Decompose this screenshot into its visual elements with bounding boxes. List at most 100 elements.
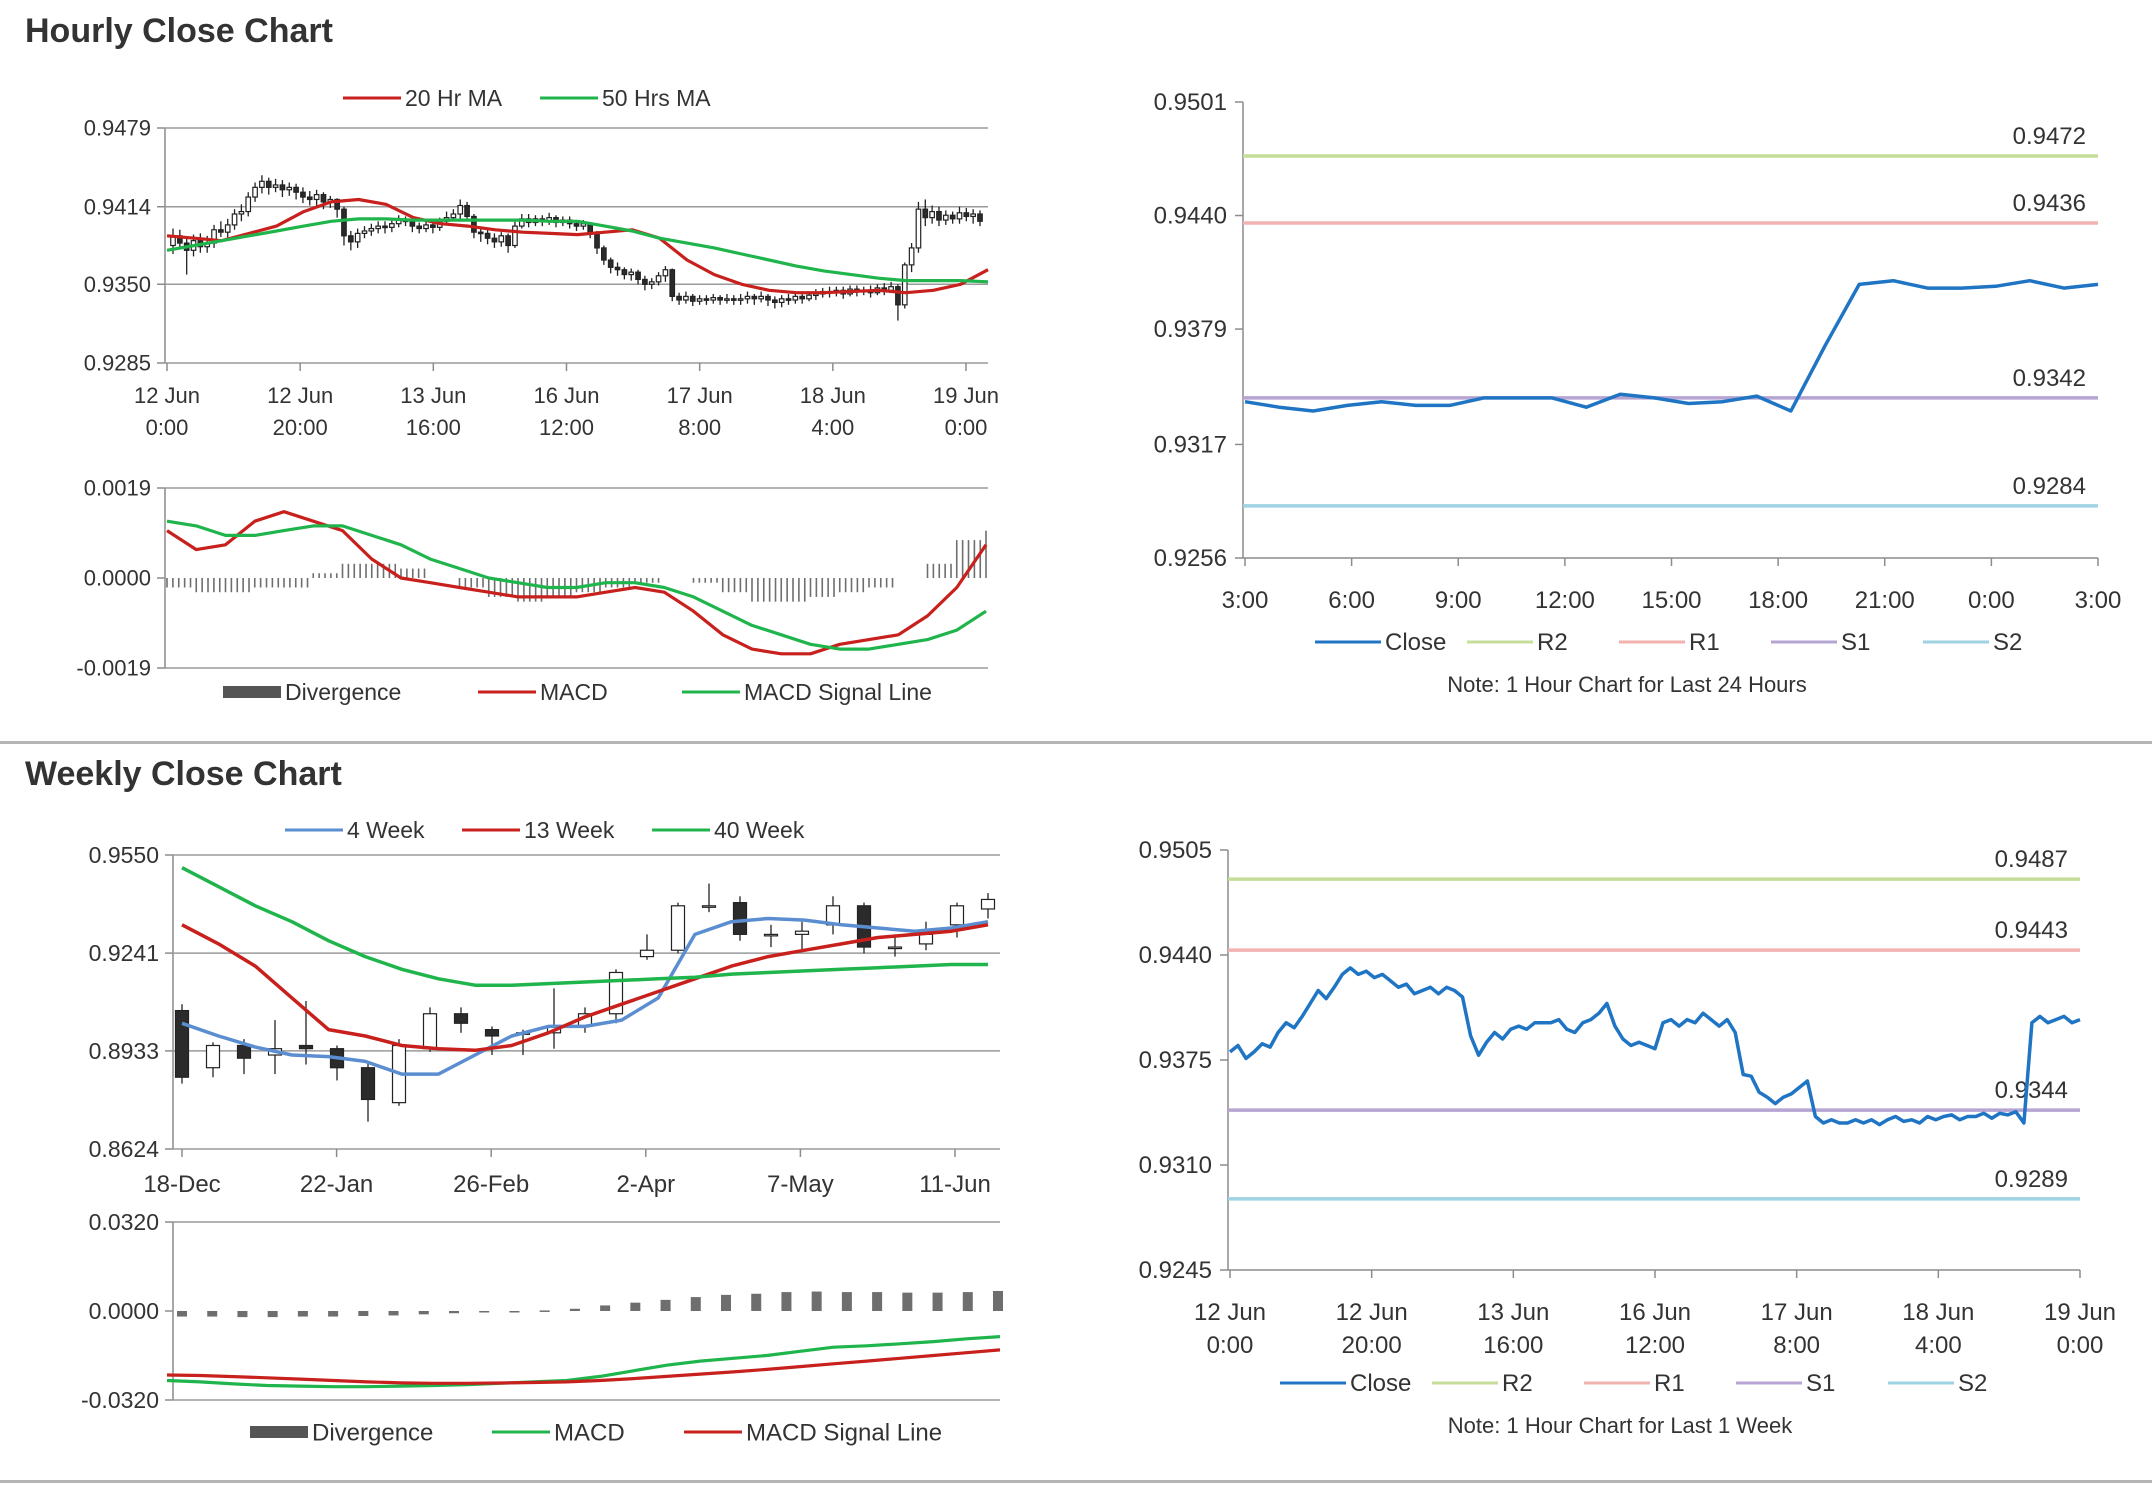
x-tick-label: 0:00: [945, 415, 988, 440]
weekly-section-title: Weekly Close Chart: [25, 755, 342, 793]
divergence-bar: [841, 1292, 852, 1311]
candle: [887, 946, 903, 950]
macd-line: [166, 1335, 1001, 1389]
x-tick-label: 18-Dec: [143, 1171, 220, 1198]
candle: [703, 298, 710, 301]
candle: [648, 281, 655, 285]
candle: [771, 299, 778, 304]
candle: [498, 235, 505, 243]
y-tick-label: 0.9285: [84, 351, 151, 376]
candle: [293, 186, 299, 193]
candle: [416, 225, 423, 230]
candle: [806, 294, 812, 300]
candle: [361, 230, 368, 234]
candle: [642, 278, 648, 285]
legend-label: S1: [1841, 629, 1870, 656]
candle: [409, 220, 416, 227]
ma-20-line: [166, 197, 989, 295]
x-tick-label: 0:00: [146, 415, 189, 440]
candle: [341, 208, 347, 237]
y-tick-label: 0.8933: [89, 1038, 159, 1064]
candle: [505, 235, 511, 247]
x-tick-label: 12 Jun: [1194, 1299, 1266, 1326]
ma-4-week-line: [181, 916, 989, 1076]
candle: [751, 295, 758, 300]
candle: [512, 225, 518, 247]
level-label-r1: 0.9436: [2013, 190, 2086, 217]
x-tick-label: 0:00: [1968, 587, 2015, 614]
candle: [594, 232, 600, 249]
candle: [298, 1044, 314, 1050]
x-tick-label: 18 Jun: [1902, 1299, 1974, 1326]
candle: [737, 298, 744, 301]
x-tick-label: 21:00: [1855, 587, 1915, 614]
y-tick-label: 0.9414: [84, 194, 151, 219]
candle: [936, 210, 942, 221]
candle: [354, 232, 361, 243]
candle: [279, 184, 286, 191]
candle: [375, 225, 382, 230]
chart-note: Note: 1 Hour Chart for Last 1 Week: [1448, 1413, 1793, 1438]
legend-label: MACD Signal Line: [746, 1419, 942, 1446]
candle: [710, 296, 717, 301]
x-tick-label: 16:00: [406, 415, 461, 440]
y-tick-label: 0.9245: [1139, 1257, 1212, 1284]
x-tick-label: 19 Jun: [933, 383, 999, 408]
divergence-bar: [237, 1311, 248, 1318]
candle: [963, 212, 970, 218]
legend-label: 40 Week: [714, 817, 805, 843]
x-tick-label: 20:00: [273, 415, 328, 440]
candle: [778, 298, 785, 304]
macd-signal-line: [166, 1348, 1001, 1385]
legend-swatch: [223, 686, 281, 698]
x-tick-label: 4:00: [1915, 1332, 1962, 1359]
ma-40-week-line: [181, 866, 988, 987]
candle: [765, 295, 771, 301]
candle: [231, 213, 238, 226]
candle: [901, 264, 908, 306]
candle: [360, 1067, 376, 1101]
candle: [252, 186, 258, 198]
x-tick-label: 15:00: [1641, 587, 1701, 614]
y-tick-label: 0.0320: [89, 1209, 159, 1235]
candle: [450, 213, 457, 219]
candle: [662, 269, 669, 277]
x-tick-label: 13 Jun: [400, 383, 466, 408]
y-tick-label: 0.0019: [84, 476, 151, 501]
level-label-r1: 0.9443: [1995, 917, 2068, 944]
y-tick-label: -0.0320: [81, 1387, 159, 1413]
divergence-bar: [993, 1290, 1003, 1311]
x-tick-label: 18 Jun: [800, 383, 866, 408]
candle: [573, 223, 580, 227]
y-tick-label: 0.0000: [84, 566, 151, 591]
legend-label: R2: [1537, 629, 1568, 656]
candle: [286, 186, 293, 191]
divergence-bar: [690, 1297, 701, 1311]
candle: [655, 275, 662, 283]
candle: [763, 933, 779, 937]
hourly-price-chart: 0.9479 0.9414 0.9350 0.9285 20 Hr MA 50 Hrs M…: [84, 85, 999, 440]
legend-label: S1: [1806, 1370, 1835, 1397]
x-tick-label: 16 Jun: [533, 383, 599, 408]
candle: [388, 223, 395, 228]
divergence-bar: [932, 1292, 943, 1311]
legend-label: 13 Week: [524, 817, 615, 843]
candle: [382, 225, 388, 229]
x-tick-label: 26-Feb: [453, 1171, 529, 1198]
x-tick-label: 18:00: [1748, 587, 1808, 614]
divergence-bar: [207, 1311, 218, 1317]
legend-label: R1: [1654, 1370, 1685, 1397]
x-tick-label: 16:00: [1483, 1332, 1543, 1359]
level-label-s1: 0.9342: [2013, 365, 2086, 392]
candle: [977, 213, 983, 222]
candle: [635, 271, 641, 281]
candle: [922, 208, 929, 219]
candle: [676, 295, 682, 301]
y-tick-label: 0.9375: [1139, 1047, 1212, 1074]
level-label-s1: 0.9344: [1995, 1077, 2068, 1104]
divergence-bar: [751, 1293, 762, 1311]
legend-label: MACD Signal Line: [744, 679, 932, 705]
candle: [174, 1009, 190, 1078]
ma-13-week-line: [181, 923, 989, 1053]
x-tick-label: 17 Jun: [1761, 1299, 1833, 1326]
